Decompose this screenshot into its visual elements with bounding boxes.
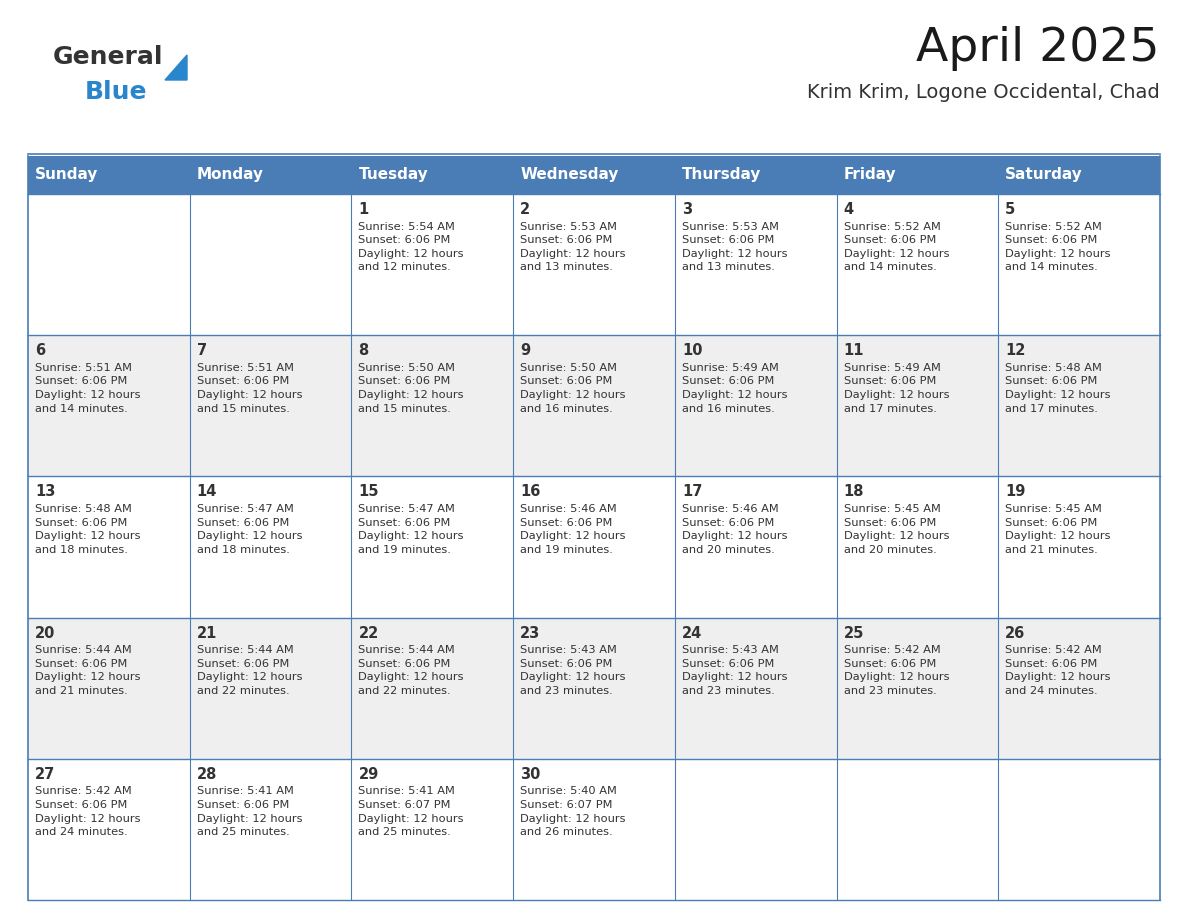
- Text: Sunrise: 5:48 AM
Sunset: 6:06 PM
Daylight: 12 hours
and 18 minutes.: Sunrise: 5:48 AM Sunset: 6:06 PM Dayligh…: [34, 504, 140, 554]
- Text: Sunrise: 5:46 AM
Sunset: 6:06 PM
Daylight: 12 hours
and 19 minutes.: Sunrise: 5:46 AM Sunset: 6:06 PM Dayligh…: [520, 504, 626, 554]
- Bar: [352, 156, 513, 194]
- Text: 1: 1: [359, 202, 368, 217]
- Text: General: General: [53, 45, 164, 69]
- Text: Sunrise: 5:47 AM
Sunset: 6:06 PM
Daylight: 12 hours
and 19 minutes.: Sunrise: 5:47 AM Sunset: 6:06 PM Dayligh…: [359, 504, 465, 554]
- Bar: [836, 156, 998, 194]
- Bar: [675, 156, 836, 194]
- Text: Sunrise: 5:41 AM
Sunset: 6:07 PM
Daylight: 12 hours
and 25 minutes.: Sunrise: 5:41 AM Sunset: 6:07 PM Dayligh…: [359, 787, 465, 837]
- Text: 4: 4: [843, 202, 854, 217]
- Text: Sunrise: 5:53 AM
Sunset: 6:06 PM
Daylight: 12 hours
and 13 minutes.: Sunrise: 5:53 AM Sunset: 6:06 PM Dayligh…: [520, 221, 626, 273]
- Text: 12: 12: [1005, 343, 1025, 358]
- Text: Sunrise: 5:46 AM
Sunset: 6:06 PM
Daylight: 12 hours
and 20 minutes.: Sunrise: 5:46 AM Sunset: 6:06 PM Dayligh…: [682, 504, 788, 554]
- Text: 26: 26: [1005, 625, 1025, 641]
- Text: 17: 17: [682, 485, 702, 499]
- Text: Sunrise: 5:52 AM
Sunset: 6:06 PM
Daylight: 12 hours
and 14 minutes.: Sunrise: 5:52 AM Sunset: 6:06 PM Dayligh…: [1005, 221, 1111, 273]
- Text: 18: 18: [843, 485, 864, 499]
- Text: Sunrise: 5:42 AM
Sunset: 6:06 PM
Daylight: 12 hours
and 23 minutes.: Sunrise: 5:42 AM Sunset: 6:06 PM Dayligh…: [843, 645, 949, 696]
- Text: Sunrise: 5:41 AM
Sunset: 6:06 PM
Daylight: 12 hours
and 25 minutes.: Sunrise: 5:41 AM Sunset: 6:06 PM Dayligh…: [197, 787, 302, 837]
- Text: 10: 10: [682, 343, 702, 358]
- Text: Sunrise: 5:50 AM
Sunset: 6:06 PM
Daylight: 12 hours
and 16 minutes.: Sunrise: 5:50 AM Sunset: 6:06 PM Dayligh…: [520, 363, 626, 413]
- Text: 25: 25: [843, 625, 864, 641]
- Text: 24: 24: [682, 625, 702, 641]
- Polygon shape: [165, 55, 187, 80]
- Text: 3: 3: [682, 202, 691, 217]
- Text: 5: 5: [1005, 202, 1016, 217]
- Text: 7: 7: [197, 343, 207, 358]
- Bar: [29, 156, 190, 194]
- Text: 27: 27: [34, 767, 56, 782]
- Text: Sunrise: 5:42 AM
Sunset: 6:06 PM
Daylight: 12 hours
and 24 minutes.: Sunrise: 5:42 AM Sunset: 6:06 PM Dayligh…: [1005, 645, 1111, 696]
- Text: Sunrise: 5:44 AM
Sunset: 6:06 PM
Daylight: 12 hours
and 22 minutes.: Sunrise: 5:44 AM Sunset: 6:06 PM Dayligh…: [359, 645, 465, 696]
- Text: Sunrise: 5:43 AM
Sunset: 6:06 PM
Daylight: 12 hours
and 23 minutes.: Sunrise: 5:43 AM Sunset: 6:06 PM Dayligh…: [520, 645, 626, 696]
- Text: Sunrise: 5:51 AM
Sunset: 6:06 PM
Daylight: 12 hours
and 15 minutes.: Sunrise: 5:51 AM Sunset: 6:06 PM Dayligh…: [197, 363, 302, 413]
- Text: Sunrise: 5:40 AM
Sunset: 6:07 PM
Daylight: 12 hours
and 26 minutes.: Sunrise: 5:40 AM Sunset: 6:07 PM Dayligh…: [520, 787, 626, 837]
- Text: 14: 14: [197, 485, 217, 499]
- Text: 6: 6: [34, 343, 45, 358]
- Bar: [29, 476, 1159, 618]
- Text: Sunrise: 5:51 AM
Sunset: 6:06 PM
Daylight: 12 hours
and 14 minutes.: Sunrise: 5:51 AM Sunset: 6:06 PM Dayligh…: [34, 363, 140, 413]
- Text: 28: 28: [197, 767, 217, 782]
- Text: Sunrise: 5:48 AM
Sunset: 6:06 PM
Daylight: 12 hours
and 17 minutes.: Sunrise: 5:48 AM Sunset: 6:06 PM Dayligh…: [1005, 363, 1111, 413]
- Text: 30: 30: [520, 767, 541, 782]
- Bar: [29, 194, 1159, 335]
- Text: Sunrise: 5:50 AM
Sunset: 6:06 PM
Daylight: 12 hours
and 15 minutes.: Sunrise: 5:50 AM Sunset: 6:06 PM Dayligh…: [359, 363, 465, 413]
- Text: 20: 20: [34, 625, 56, 641]
- Text: Sunrise: 5:54 AM
Sunset: 6:06 PM
Daylight: 12 hours
and 12 minutes.: Sunrise: 5:54 AM Sunset: 6:06 PM Dayligh…: [359, 221, 465, 273]
- Text: 21: 21: [197, 625, 217, 641]
- Text: Sunrise: 5:42 AM
Sunset: 6:06 PM
Daylight: 12 hours
and 24 minutes.: Sunrise: 5:42 AM Sunset: 6:06 PM Dayligh…: [34, 787, 140, 837]
- Bar: [513, 156, 675, 194]
- Bar: [190, 156, 352, 194]
- Text: 8: 8: [359, 343, 368, 358]
- Text: 29: 29: [359, 767, 379, 782]
- Text: Sunrise: 5:53 AM
Sunset: 6:06 PM
Daylight: 12 hours
and 13 minutes.: Sunrise: 5:53 AM Sunset: 6:06 PM Dayligh…: [682, 221, 788, 273]
- Bar: [29, 759, 1159, 900]
- Text: Sunrise: 5:44 AM
Sunset: 6:06 PM
Daylight: 12 hours
and 22 minutes.: Sunrise: 5:44 AM Sunset: 6:06 PM Dayligh…: [197, 645, 302, 696]
- Text: 11: 11: [843, 343, 864, 358]
- Bar: [29, 335, 1159, 476]
- Bar: [998, 156, 1159, 194]
- Text: Monday: Monday: [197, 167, 264, 183]
- Text: Krim Krim, Logone Occidental, Chad: Krim Krim, Logone Occidental, Chad: [808, 83, 1159, 102]
- Text: Sunrise: 5:45 AM
Sunset: 6:06 PM
Daylight: 12 hours
and 20 minutes.: Sunrise: 5:45 AM Sunset: 6:06 PM Dayligh…: [843, 504, 949, 554]
- Text: Sunrise: 5:43 AM
Sunset: 6:06 PM
Daylight: 12 hours
and 23 minutes.: Sunrise: 5:43 AM Sunset: 6:06 PM Dayligh…: [682, 645, 788, 696]
- Text: Sunrise: 5:49 AM
Sunset: 6:06 PM
Daylight: 12 hours
and 17 minutes.: Sunrise: 5:49 AM Sunset: 6:06 PM Dayligh…: [843, 363, 949, 413]
- Bar: [29, 618, 1159, 759]
- Text: 19: 19: [1005, 485, 1025, 499]
- Text: Saturday: Saturday: [1005, 167, 1083, 183]
- Text: Thursday: Thursday: [682, 167, 762, 183]
- Text: 9: 9: [520, 343, 530, 358]
- Text: Tuesday: Tuesday: [359, 167, 428, 183]
- Text: 16: 16: [520, 485, 541, 499]
- Text: 15: 15: [359, 485, 379, 499]
- Text: Wednesday: Wednesday: [520, 167, 619, 183]
- Text: 13: 13: [34, 485, 56, 499]
- Text: Sunrise: 5:52 AM
Sunset: 6:06 PM
Daylight: 12 hours
and 14 minutes.: Sunrise: 5:52 AM Sunset: 6:06 PM Dayligh…: [843, 221, 949, 273]
- Text: Sunday: Sunday: [34, 167, 99, 183]
- Text: Sunrise: 5:47 AM
Sunset: 6:06 PM
Daylight: 12 hours
and 18 minutes.: Sunrise: 5:47 AM Sunset: 6:06 PM Dayligh…: [197, 504, 302, 554]
- Text: 2: 2: [520, 202, 530, 217]
- Text: Sunrise: 5:45 AM
Sunset: 6:06 PM
Daylight: 12 hours
and 21 minutes.: Sunrise: 5:45 AM Sunset: 6:06 PM Dayligh…: [1005, 504, 1111, 554]
- Text: 23: 23: [520, 625, 541, 641]
- Text: 22: 22: [359, 625, 379, 641]
- Text: Blue: Blue: [86, 80, 147, 104]
- Text: April 2025: April 2025: [916, 26, 1159, 71]
- Text: Sunrise: 5:44 AM
Sunset: 6:06 PM
Daylight: 12 hours
and 21 minutes.: Sunrise: 5:44 AM Sunset: 6:06 PM Dayligh…: [34, 645, 140, 696]
- Text: Sunrise: 5:49 AM
Sunset: 6:06 PM
Daylight: 12 hours
and 16 minutes.: Sunrise: 5:49 AM Sunset: 6:06 PM Dayligh…: [682, 363, 788, 413]
- Text: Friday: Friday: [843, 167, 896, 183]
